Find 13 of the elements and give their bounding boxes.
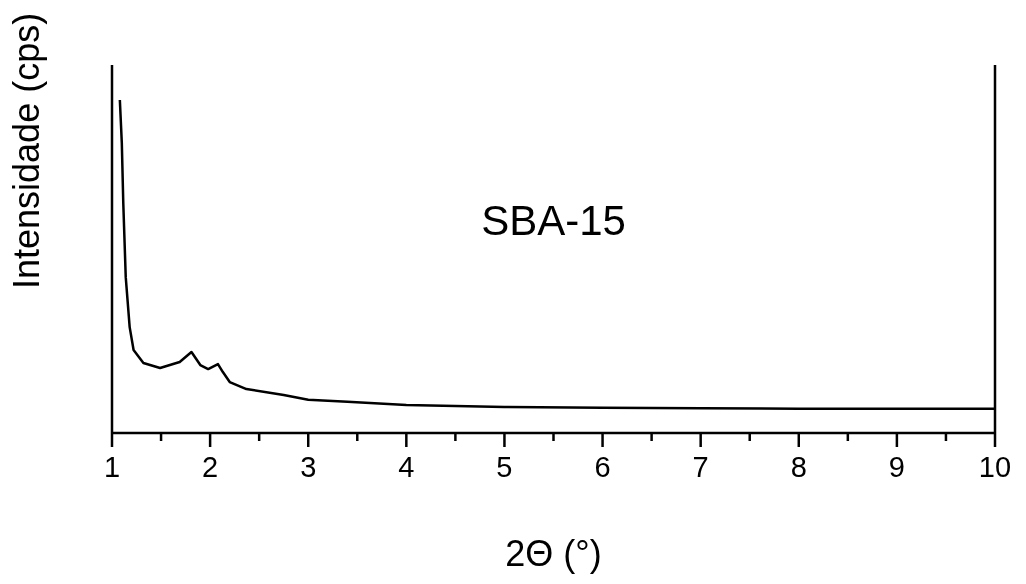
x-tick-label: 6: [594, 451, 611, 483]
y-axis-title: Intensidade (cps): [5, 12, 47, 289]
x-tick-label: 5: [496, 451, 513, 483]
x-tick-label: 7: [692, 451, 709, 483]
x-axis-title: 2Θ (°): [505, 533, 602, 574]
x-tick-label: 8: [790, 451, 807, 483]
annotation: SBA-15: [481, 197, 626, 244]
x-tick-label: 4: [398, 451, 415, 483]
x-tick-label: 10: [978, 451, 1012, 483]
x-tick-label: 1: [103, 451, 121, 483]
x-tick-label: 9: [888, 451, 905, 483]
x-tick-label: 3: [300, 451, 317, 483]
x-tick-label: 2: [202, 451, 219, 483]
